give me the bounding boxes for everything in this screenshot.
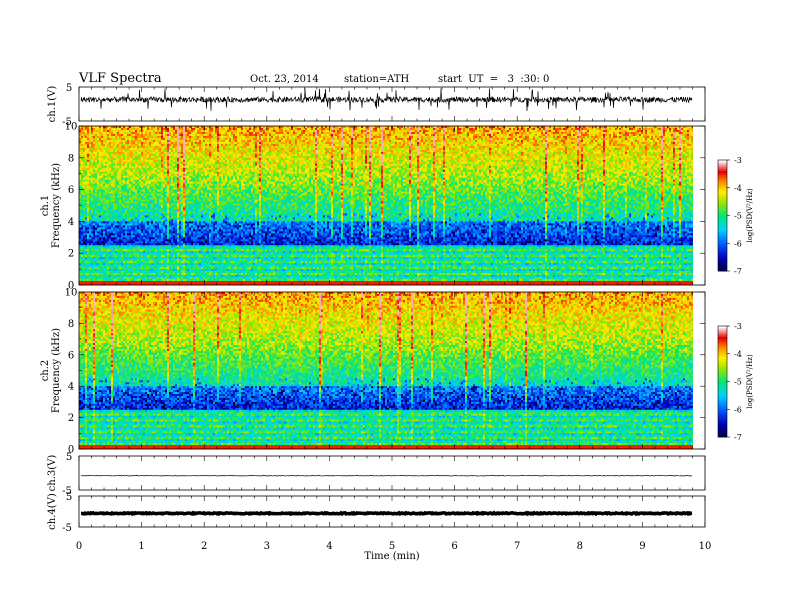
colorbar-ch2: -3 -4 -5 -6 -7 log(PSD(V²/Hz) <box>718 322 754 442</box>
y-tick-label: 2 <box>68 413 74 424</box>
y-tick-label: 5 <box>66 83 72 94</box>
y-tick-label: 10 <box>65 122 78 133</box>
y-axis-label: Frequency (kHz) <box>51 163 62 248</box>
x-tick-label: 3 <box>264 541 270 552</box>
y-axis-label: Frequency (kHz) <box>51 328 62 413</box>
chart-panels <box>79 88 693 514</box>
y-axis-label: ch.1 <box>40 195 51 217</box>
x-tick-label: 10 <box>699 541 712 552</box>
y-tick-label: 10 <box>65 288 78 299</box>
y-tick-label: 6 <box>68 350 74 361</box>
colorbar-label: log(PSD(V²/Hz) <box>746 188 754 243</box>
y-tick-label: 2 <box>68 249 74 260</box>
colorbar-tick-label: -4 <box>734 184 742 193</box>
x-tick-label: 6 <box>451 541 457 552</box>
colorbar-tick-label: -6 <box>734 405 742 414</box>
y-axis-label: ch.1(V) <box>47 86 58 123</box>
y-tick-label: 6 <box>68 185 74 196</box>
waveform-ch4 <box>81 513 692 514</box>
waveform-ch3 <box>81 475 692 476</box>
x-tick-label: 8 <box>577 541 583 552</box>
y-tick-label: 8 <box>68 319 74 330</box>
x-tick-label: 1 <box>138 541 144 552</box>
x-tick-label: 9 <box>639 541 645 552</box>
x-tick-label: 0 <box>76 541 82 552</box>
y-axis-label: ch.2 <box>40 360 51 382</box>
colorbar-tick-label: -5 <box>734 378 742 387</box>
y-axis-label: ch.4(V) <box>47 493 58 530</box>
colorbar-tick-label: -6 <box>734 239 742 248</box>
panel-frame <box>79 456 705 490</box>
x-tick-label: 2 <box>201 541 207 552</box>
y-tick-label: 5 <box>66 492 72 503</box>
waveform-ch1 <box>81 88 692 111</box>
x-axis-label: Time (min) <box>364 551 419 562</box>
y-tick-label: 4 <box>68 382 74 393</box>
colorbar-tick-label: -4 <box>734 350 742 359</box>
y-tick-label: -5 <box>62 523 72 534</box>
y-tick-label: 4 <box>68 217 74 228</box>
y-axis-label: ch.3(V) <box>47 455 58 492</box>
colorbar-tick-label: -3 <box>734 156 742 165</box>
colorbar-tick-label: -3 <box>734 322 742 331</box>
panel-frame <box>79 87 705 121</box>
x-tick-label: 4 <box>326 541 332 552</box>
spectrogram-ch2 <box>79 292 693 449</box>
colorbar-tick-label: -5 <box>734 212 742 221</box>
colorbar-ch1: -3 -4 -5 -6 -7 log(PSD(V²/Hz) <box>718 156 754 276</box>
spectrogram-ch1 <box>79 126 693 285</box>
y-tick-label: 8 <box>68 153 74 164</box>
colorbar-label: log(PSD(V²/Hz) <box>746 354 754 409</box>
y-tick-label: 5 <box>66 452 72 463</box>
colorbar-tick-label: -7 <box>734 267 742 276</box>
x-tick-label: 7 <box>514 541 520 552</box>
colorbar-tick-label: -7 <box>734 433 742 442</box>
vlf-spectra-figure: -3 -4 -5 -6 -7 log(PSD(V²/Hz) -3 -4 -5 -6 -7 log(PS… <box>0 0 792 612</box>
